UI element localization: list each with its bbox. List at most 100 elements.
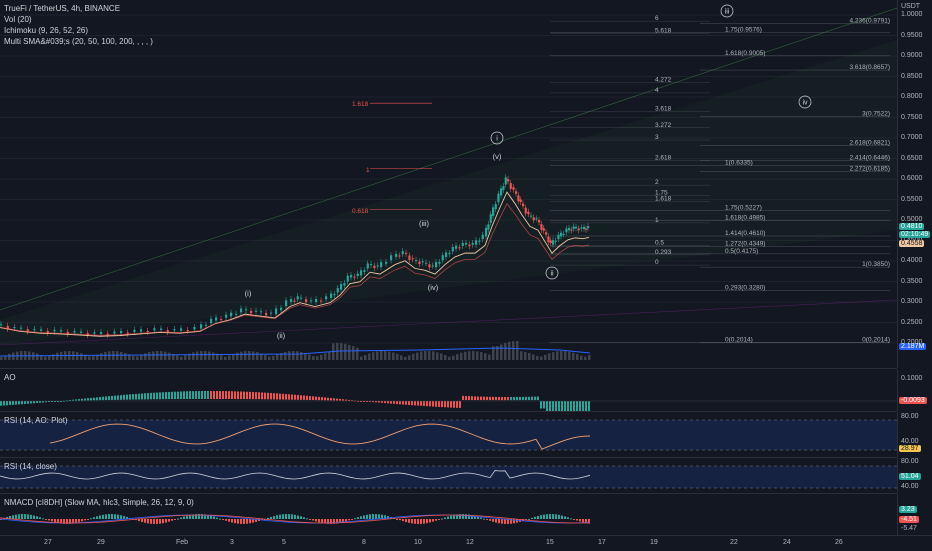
candle-body [260, 311, 263, 313]
volume-bar [584, 356, 587, 360]
candle-body [585, 228, 588, 230]
ao-bar [315, 396, 317, 401]
nmacd-bar [222, 519, 224, 520]
ao-bar [552, 401, 554, 411]
volume-bar [580, 355, 583, 360]
nmacd-bar [216, 517, 218, 519]
volume-ma-line [0, 347, 591, 357]
nmacd-bar [39, 517, 41, 519]
candle-body [570, 229, 573, 231]
nmacd-bar [99, 515, 101, 519]
candle-body [583, 226, 586, 230]
ao-bar [555, 401, 557, 411]
price-tick: 0.4500 [901, 237, 922, 244]
volume-bar [536, 355, 539, 360]
time-tick: 8 [362, 539, 366, 546]
nmacd-bar [384, 515, 386, 519]
nmacd-bar [183, 516, 185, 519]
nmacd-bar [510, 519, 512, 524]
ichimoku-cloud [0, 40, 897, 345]
volume-bar [44, 356, 47, 360]
ao-bar [207, 391, 209, 400]
ao-bar [513, 396, 515, 401]
ao-bar [516, 396, 518, 401]
rsi-close-pane[interactable]: RSI (14, close) [0, 458, 897, 494]
nmacd-bar [465, 514, 467, 519]
last-price-tag: 0.4810 [899, 222, 925, 230]
ao-bar [21, 401, 23, 405]
candle-body [146, 330, 149, 333]
wave-label-ii-paren: (ii) [277, 331, 286, 340]
ao-bar [249, 391, 251, 400]
ao-bar [522, 396, 524, 401]
nmacd-bar [516, 519, 518, 523]
nmacd-bar [495, 519, 497, 523]
candle-body [565, 228, 568, 233]
volume-bar [156, 351, 159, 360]
nmacd-bar [36, 516, 38, 519]
volume-bar [388, 351, 391, 360]
price-tick: 0.7000 [901, 134, 923, 141]
price-axis[interactable]: USDT 1.0000 0.9500 0.9000 0.8500 0.8000 0.750… [897, 0, 932, 368]
ao-bar [387, 401, 389, 404]
ao-bar [240, 391, 242, 400]
nmacd-bar [537, 515, 539, 519]
nmacd-bar [267, 517, 269, 519]
candle-body [186, 330, 189, 332]
nmacd-bar [255, 519, 257, 522]
candle-body [66, 331, 69, 334]
wave-label-iv-ring [798, 95, 812, 109]
price-tick: 0.3500 [901, 277, 923, 285]
ao-bar [237, 391, 239, 400]
ao-bar [156, 392, 158, 400]
nmacd-bar [234, 519, 236, 524]
volume-bar [572, 352, 575, 360]
nmacd-bar [21, 514, 23, 519]
fib-label-right: 0(0.2014) [725, 336, 753, 343]
candle-body [20, 327, 23, 329]
candle-body [500, 188, 503, 196]
rsi-ao-pane[interactable]: RSI (14, AO: Plot) [0, 412, 897, 458]
candle-body [285, 300, 288, 307]
wave-label-iv-paren: (iv) [428, 283, 439, 292]
rsi-ao-canvas [0, 419, 897, 451]
ao-bar [210, 391, 212, 400]
volume-bar [532, 354, 535, 360]
candle-body [356, 273, 359, 277]
ao-bar [531, 396, 533, 401]
ao-bar [432, 401, 434, 407]
candle-body [0, 324, 3, 326]
volume-bar [420, 351, 423, 360]
candle-body [489, 214, 492, 223]
nmacd-bar [249, 519, 251, 524]
ao-pane[interactable]: AO [0, 369, 897, 412]
candle-body [401, 251, 404, 255]
nmacd-bar [108, 514, 110, 519]
fib-label-mid: 4 [655, 87, 659, 94]
volume-bar [180, 356, 183, 360]
ao-bar [429, 401, 431, 407]
volume-bar [384, 351, 387, 360]
main-chart-pane[interactable]: 4.236(0.9791) 1.75(0.9576) 1.618(0.9005) 3.… [0, 0, 897, 369]
time-axis[interactable]: 27 29 Feb 3 5 8 10 12 15 17 19 22 24 26 [0, 535, 932, 551]
fib-label-left: 1 [366, 167, 370, 174]
nmacd-bar [321, 519, 323, 524]
volume-bar [172, 353, 175, 360]
nmacd-bar [150, 519, 152, 524]
volume-bar [432, 351, 435, 360]
volume-bar [416, 352, 419, 360]
nmacd-bar [138, 519, 140, 522]
volume-bar [440, 353, 443, 360]
ao-bar [393, 401, 395, 404]
candle-body [373, 265, 376, 269]
ao-bar [348, 399, 350, 401]
ao-bar [183, 391, 185, 400]
candle-body [126, 332, 129, 334]
nmacd-pane[interactable]: NMACD [cI8DH] (Slow MA, hlc3, Simple, 26… [0, 494, 897, 536]
ao-bar [501, 396, 503, 401]
ao-bar [468, 396, 470, 401]
nmacd-bar [159, 519, 161, 524]
candle-body [492, 207, 495, 216]
volume-bar [308, 354, 311, 360]
volume-bar [520, 351, 523, 360]
